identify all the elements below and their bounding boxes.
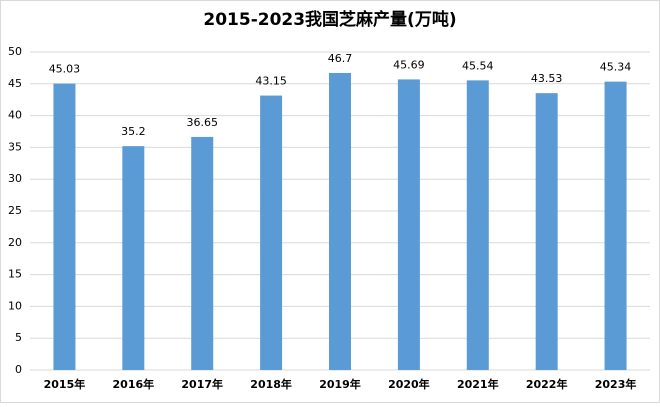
y-tick-label: 5 — [15, 331, 22, 344]
y-tick-label: 45 — [8, 77, 22, 90]
y-tick-label: 20 — [8, 236, 22, 249]
y-tick-label: 0 — [15, 363, 22, 376]
x-tick-label: 2023年 — [595, 377, 637, 391]
x-tick-label: 2022年 — [526, 377, 568, 391]
bar — [466, 80, 489, 370]
x-tick-label: 2016年 — [113, 377, 155, 391]
data-label: 45.03 — [49, 63, 81, 76]
bar — [122, 146, 145, 370]
y-tick-label: 35 — [8, 140, 22, 153]
x-tick-label: 2017年 — [181, 377, 223, 391]
data-label: 45.54 — [462, 59, 494, 72]
data-label: 43.53 — [531, 72, 563, 85]
x-tick-label: 2015年 — [44, 377, 86, 391]
y-tick-label: 40 — [8, 109, 22, 122]
data-label: 45.69 — [393, 58, 425, 71]
bar — [53, 83, 76, 371]
bar — [535, 93, 558, 370]
bar — [397, 79, 420, 371]
data-label: 36.65 — [186, 116, 218, 129]
y-tick-label: 10 — [8, 299, 22, 312]
bar — [191, 136, 214, 370]
x-tick-label: 2019年 — [319, 377, 361, 391]
bar — [329, 72, 351, 370]
data-label: 35.2 — [121, 125, 146, 138]
x-tick-label: 2020年 — [388, 377, 430, 391]
y-tick-label: 25 — [8, 204, 22, 217]
x-tick-label: 2018年 — [250, 377, 292, 391]
y-tick-label: 15 — [8, 268, 22, 281]
chart-title: 2015-2023我国芝麻产量(万吨) — [203, 9, 456, 30]
data-label: 43.15 — [255, 75, 287, 88]
bar — [260, 95, 283, 370]
data-label: 45.34 — [600, 61, 632, 74]
y-tick-label: 50 — [8, 45, 22, 58]
bar — [604, 81, 627, 370]
x-tick-label: 2021年 — [457, 377, 499, 391]
data-label: 46.7 — [328, 52, 353, 65]
y-tick-label: 30 — [8, 172, 22, 185]
